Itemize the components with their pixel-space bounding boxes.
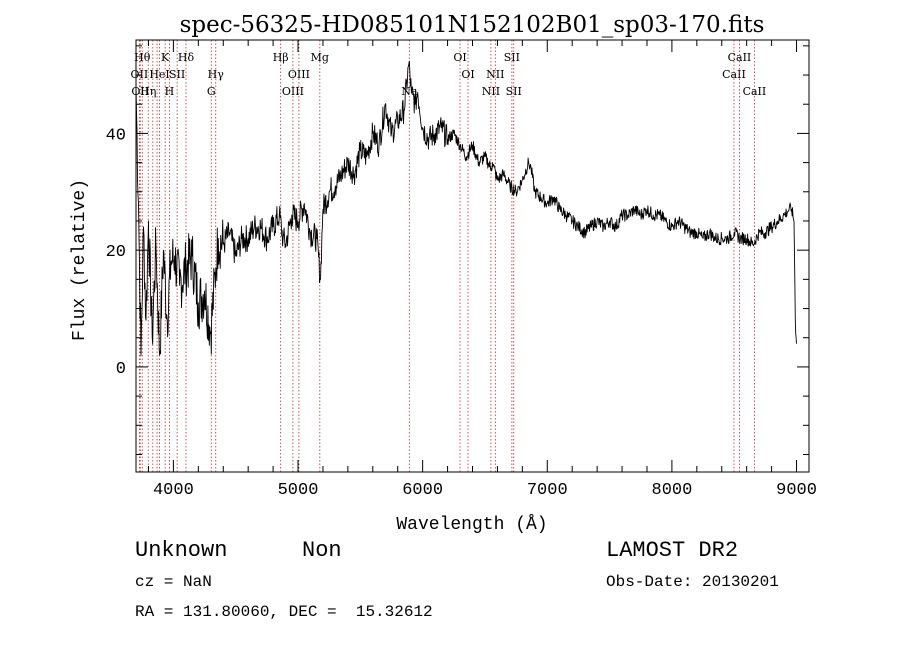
x-tick-label: 9000	[776, 481, 817, 500]
spectrum-series	[135, 60, 797, 356]
object-subclass: Non	[302, 538, 342, 563]
line-marker-label: NII	[486, 68, 504, 81]
x-tick-label: 8000	[652, 481, 693, 500]
axes: 4000 5000 6000 7000 8000 9000 0 20 40	[106, 40, 817, 500]
line-marker-label: Hβ	[273, 51, 289, 64]
x-tick-label: 4000	[153, 481, 194, 500]
line-marker-label: OI	[453, 51, 466, 64]
line-marker-label: G	[207, 85, 216, 98]
line-marker-label: OII	[131, 68, 149, 81]
line-marker-label: OIII	[288, 68, 310, 81]
x-axis-label: Wavelength (Å)	[396, 514, 547, 535]
spectrum-line	[135, 60, 797, 356]
x-tick-label: 5000	[278, 481, 319, 500]
survey-label: LAMOST DR2	[606, 538, 739, 563]
x-tick-label: 6000	[402, 481, 443, 500]
line-marker-label: Hδ	[178, 51, 195, 64]
line-marker-label: Hη	[140, 85, 156, 98]
line-marker-label: NII	[482, 85, 500, 98]
y-tick-label: 20	[106, 243, 126, 262]
line-marker-label: Hγ	[208, 68, 225, 81]
line-marker-label: SII	[169, 68, 185, 81]
line-marker-label: CaII	[722, 68, 746, 81]
chart-title: spec-56325-HD085101N152102B01_sp03-170.f…	[180, 12, 765, 38]
y-tick-label: 0	[116, 360, 126, 379]
object-class: Unknown	[135, 538, 228, 563]
line-marker-label: CaII	[728, 51, 752, 64]
line-marker-label: Hθ	[134, 51, 151, 64]
line-marker-label: CaII	[743, 85, 767, 98]
line-marker-label: SII	[506, 85, 522, 98]
redshift-text: cz = NaN	[135, 573, 212, 591]
obs-date-text: Obs-Date: 20130201	[606, 573, 779, 591]
x-tick-label: 7000	[527, 481, 568, 500]
line-marker-label: Mg	[311, 51, 329, 64]
line-marker-label: OI	[461, 68, 474, 81]
line-marker-label: SII	[504, 51, 520, 64]
line-marker-label: OIII	[282, 85, 304, 98]
line-marker-label: HeI	[149, 68, 169, 81]
line-markers: OIIOIIHθHηHeIKHSIIHδGHγHβOIIIOIIIMgNaOIO…	[131, 40, 767, 472]
line-marker-label: K	[161, 51, 170, 64]
line-marker-label: H	[165, 85, 175, 98]
y-tick-label: 40	[106, 126, 126, 145]
coordinates-text: RA = 131.80060, DEC = 15.32612	[135, 603, 433, 621]
y-axis-label: Flux (relative)	[70, 179, 90, 341]
